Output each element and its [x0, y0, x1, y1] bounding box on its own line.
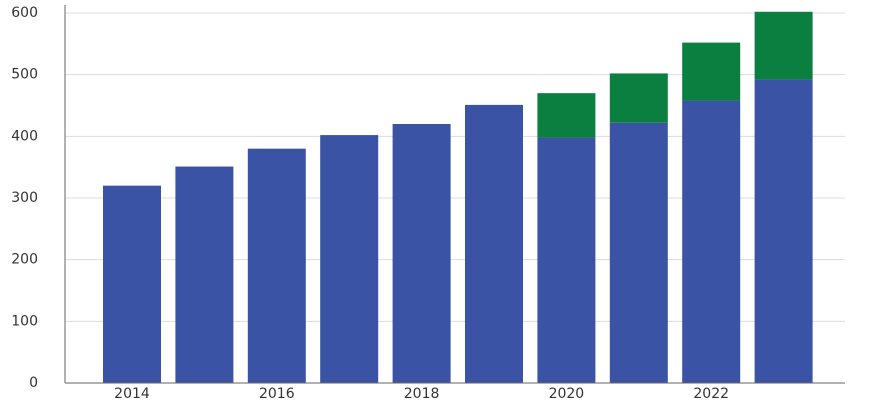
bar-segment — [609, 73, 668, 123]
y-tick-label: 300 — [11, 190, 38, 206]
bar-segment — [682, 42, 741, 101]
bar-segment — [609, 122, 668, 384]
bar-segment — [682, 100, 741, 384]
bar-segment — [392, 124, 451, 383]
bar-segment — [175, 166, 234, 383]
bar-segment — [754, 79, 813, 383]
x-tick-label: 2020 — [549, 386, 585, 400]
y-tick-label: 600 — [11, 5, 38, 21]
bar-segment — [320, 135, 379, 383]
x-tick-label: 2014 — [114, 386, 150, 400]
y-tick-label: 100 — [11, 313, 38, 329]
bar-segment — [247, 148, 306, 383]
x-tick-label: 2016 — [259, 386, 295, 400]
y-tick-label: 0 — [29, 375, 38, 391]
y-tick-label: 400 — [11, 128, 38, 144]
y-tick-label: 200 — [11, 252, 38, 268]
bar-segment — [754, 11, 813, 80]
bar-segment — [537, 137, 596, 383]
x-tick-label: 2022 — [693, 386, 729, 400]
bar-segment — [103, 185, 161, 383]
y-tick-label: 500 — [11, 67, 38, 83]
x-tick-label: 2018 — [404, 386, 440, 400]
bar-segment — [537, 93, 596, 138]
bar-segment — [465, 104, 523, 383]
